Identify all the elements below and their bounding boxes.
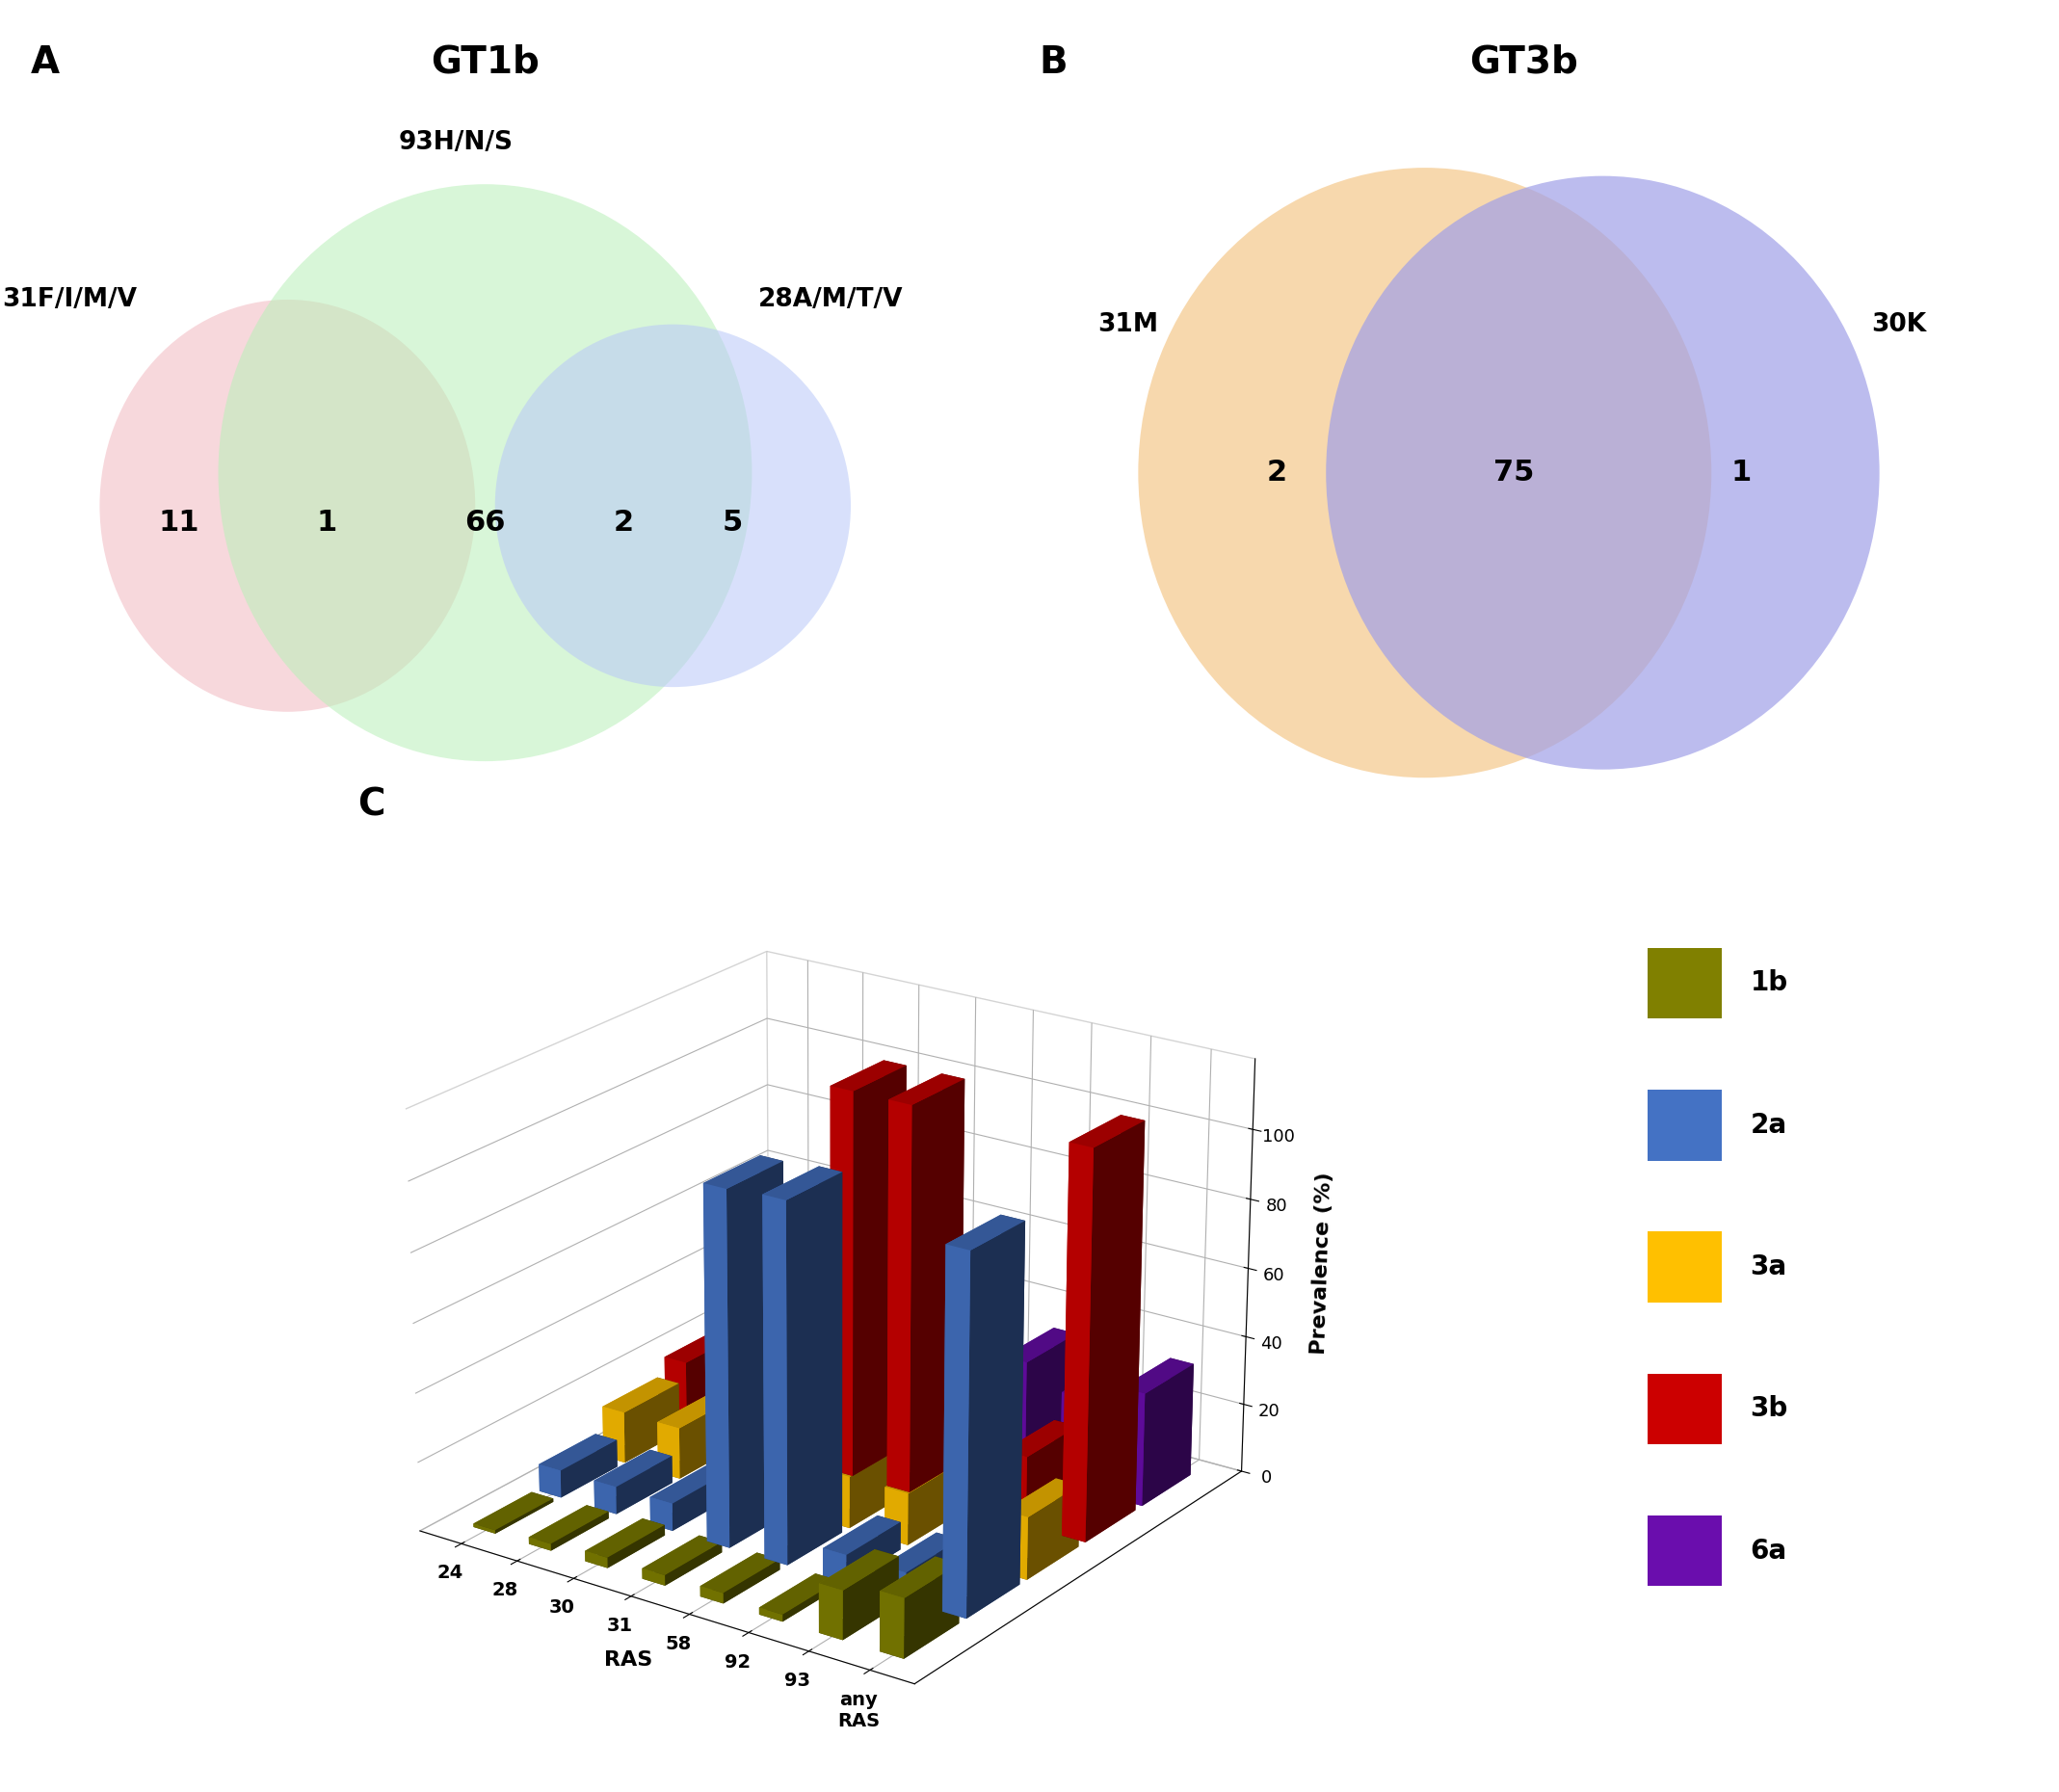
Text: 5: 5: [723, 509, 743, 536]
FancyBboxPatch shape: [1647, 1231, 1721, 1303]
Text: 28A/M/T/V: 28A/M/T/V: [758, 287, 904, 312]
Text: GT1b: GT1b: [430, 45, 539, 81]
Text: B: B: [1040, 45, 1069, 81]
Text: 3b: 3b: [1750, 1396, 1787, 1423]
Text: 31M: 31M: [1097, 312, 1159, 337]
FancyBboxPatch shape: [1647, 1516, 1721, 1586]
FancyBboxPatch shape: [1647, 1090, 1721, 1161]
Text: 2: 2: [1266, 459, 1287, 487]
Text: 75: 75: [1493, 459, 1534, 487]
Text: 11: 11: [159, 509, 200, 536]
Text: 2: 2: [614, 509, 634, 536]
Text: 1b: 1b: [1750, 969, 1787, 996]
Text: 2a: 2a: [1750, 1111, 1787, 1138]
FancyBboxPatch shape: [1647, 1373, 1721, 1444]
Text: 31F/I/M/V: 31F/I/M/V: [2, 287, 138, 312]
X-axis label: RAS: RAS: [603, 1650, 653, 1668]
Ellipse shape: [1139, 168, 1711, 778]
Ellipse shape: [1326, 176, 1880, 769]
Text: 3a: 3a: [1750, 1253, 1787, 1281]
Text: 30K: 30K: [1872, 312, 1927, 337]
FancyBboxPatch shape: [1647, 948, 1721, 1018]
Text: A: A: [31, 45, 60, 81]
Text: C: C: [358, 787, 385, 824]
Text: 1: 1: [1732, 459, 1752, 487]
Text: 93H/N/S: 93H/N/S: [397, 131, 513, 156]
Text: GT3b: GT3b: [1470, 45, 1577, 81]
Text: 6a: 6a: [1750, 1538, 1787, 1564]
Ellipse shape: [494, 324, 850, 686]
Ellipse shape: [99, 299, 476, 711]
Ellipse shape: [218, 185, 752, 762]
Text: 1: 1: [317, 509, 338, 536]
Text: 66: 66: [465, 509, 507, 536]
